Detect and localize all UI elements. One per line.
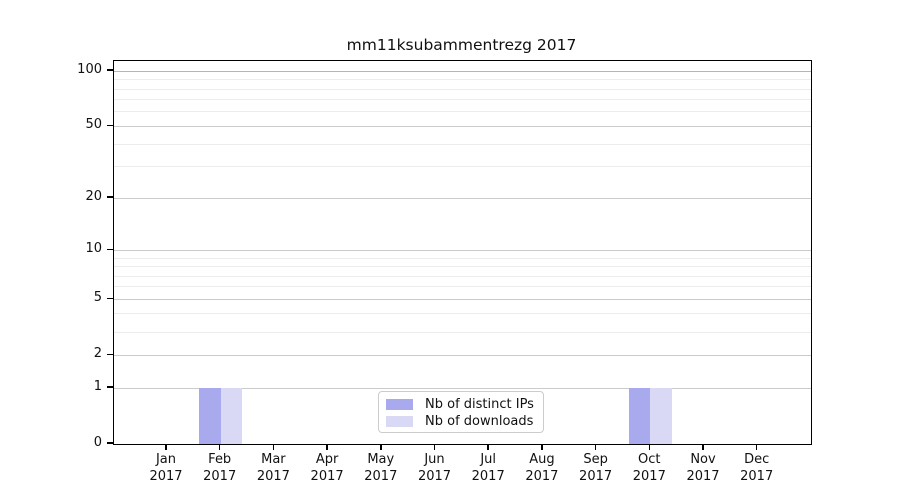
x-tick [755, 444, 758, 450]
y-tick [107, 69, 114, 71]
plot-area [113, 60, 812, 445]
y-tick [107, 248, 114, 251]
bar-feb-distinct-ips [199, 388, 221, 444]
y-tick-label: 5 [93, 290, 102, 306]
gridline-minor [114, 266, 811, 267]
gridline-major [114, 249, 811, 251]
gridline-minor [114, 88, 811, 90]
gridline-minor [114, 111, 811, 113]
y-tick [107, 442, 114, 444]
y-tick [107, 297, 114, 299]
chart-title: mm11ksubammentrezg 2017 [346, 36, 577, 54]
x-tick-label: Feb 2017 [203, 452, 237, 484]
y-tick-label: 2 [93, 346, 102, 362]
y-tick [107, 353, 114, 355]
legend-label-downloads: Nb of downloads [425, 414, 534, 429]
legend-entry-distinct-ips: Nb of distinct IPs [379, 396, 543, 413]
x-tick-label: Dec 2017 [740, 452, 774, 484]
gridline-minor [114, 143, 811, 145]
x-tick-label: Sep 2017 [579, 452, 613, 484]
legend-swatch-distinct-ips [386, 399, 413, 410]
gridline-major [114, 354, 811, 356]
legend: Nb of distinct IPs Nb of downloads [378, 391, 544, 433]
gridline-major [114, 298, 811, 300]
x-tick [648, 444, 651, 450]
x-tick [487, 444, 489, 450]
gridline-minor [114, 79, 811, 81]
y-tick [107, 124, 114, 127]
gridline-minor [114, 275, 811, 277]
y-tick [107, 386, 114, 388]
x-tick [433, 444, 436, 450]
gridline-minor [114, 166, 811, 168]
x-tick [702, 444, 704, 450]
legend-label-distinct-ips: Nb of distinct IPs [425, 397, 534, 412]
x-tick-label: Nov 2017 [686, 452, 720, 484]
gridline-minor [114, 286, 811, 288]
gridline-minor [114, 313, 811, 315]
y-tick-label: 100 [77, 62, 102, 78]
x-tick-label: Apr 2017 [310, 452, 344, 484]
legend-swatch-downloads [386, 416, 413, 427]
x-tick [272, 444, 275, 450]
gridline-minor [114, 331, 811, 333]
bar-oct-downloads [650, 388, 672, 444]
gridline-major [114, 70, 811, 72]
x-tick-label: Aug 2017 [525, 452, 559, 484]
x-tick [218, 444, 221, 450]
x-tick-label: Jul 2017 [471, 452, 505, 484]
x-tick [541, 444, 543, 450]
y-tick-label: 50 [85, 117, 102, 133]
x-tick-label: Mar 2017 [256, 452, 290, 484]
gridline-minor [114, 99, 811, 101]
x-tick [380, 444, 382, 450]
y-tick [107, 196, 114, 198]
y-tick-label: 1 [93, 379, 102, 394]
y-tick-label: 10 [85, 241, 102, 257]
gridline-major [114, 125, 811, 127]
bar-oct-distinct-ips [628, 388, 651, 444]
gridline-major [114, 197, 811, 199]
gridline-major [114, 387, 811, 389]
y-tick-label: 20 [85, 189, 102, 205]
x-tick-label: Jan 2017 [149, 452, 183, 484]
gridline-minor [114, 257, 811, 259]
x-tick-label: Oct 2017 [632, 452, 666, 484]
x-tick-label: May 2017 [364, 452, 398, 484]
y-tick-label: 0 [93, 435, 102, 450]
bar-feb-downloads [220, 388, 243, 444]
x-tick [165, 444, 167, 450]
x-tick [326, 444, 328, 450]
x-tick [594, 444, 597, 450]
legend-entry-downloads: Nb of downloads [379, 413, 543, 430]
x-tick-label: Jun 2017 [417, 452, 452, 484]
